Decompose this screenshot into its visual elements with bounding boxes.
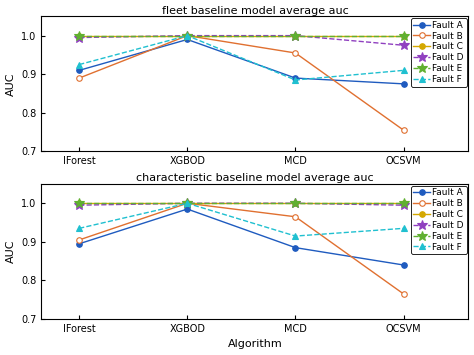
Title: characteristic baseline model average auc: characteristic baseline model average au… (136, 173, 374, 183)
Y-axis label: AUC: AUC (6, 240, 16, 263)
Legend: Fault A, Fault B, Fault C, Fault D, Fault E, Fault F: Fault A, Fault B, Fault C, Fault D, Faul… (411, 18, 466, 87)
X-axis label: Algorithm: Algorithm (228, 339, 283, 349)
Legend: Fault A, Fault B, Fault C, Fault D, Fault E, Fault F: Fault A, Fault B, Fault C, Fault D, Faul… (411, 186, 466, 254)
Y-axis label: AUC: AUC (6, 72, 16, 95)
Title: fleet baseline model average auc: fleet baseline model average auc (162, 6, 348, 16)
